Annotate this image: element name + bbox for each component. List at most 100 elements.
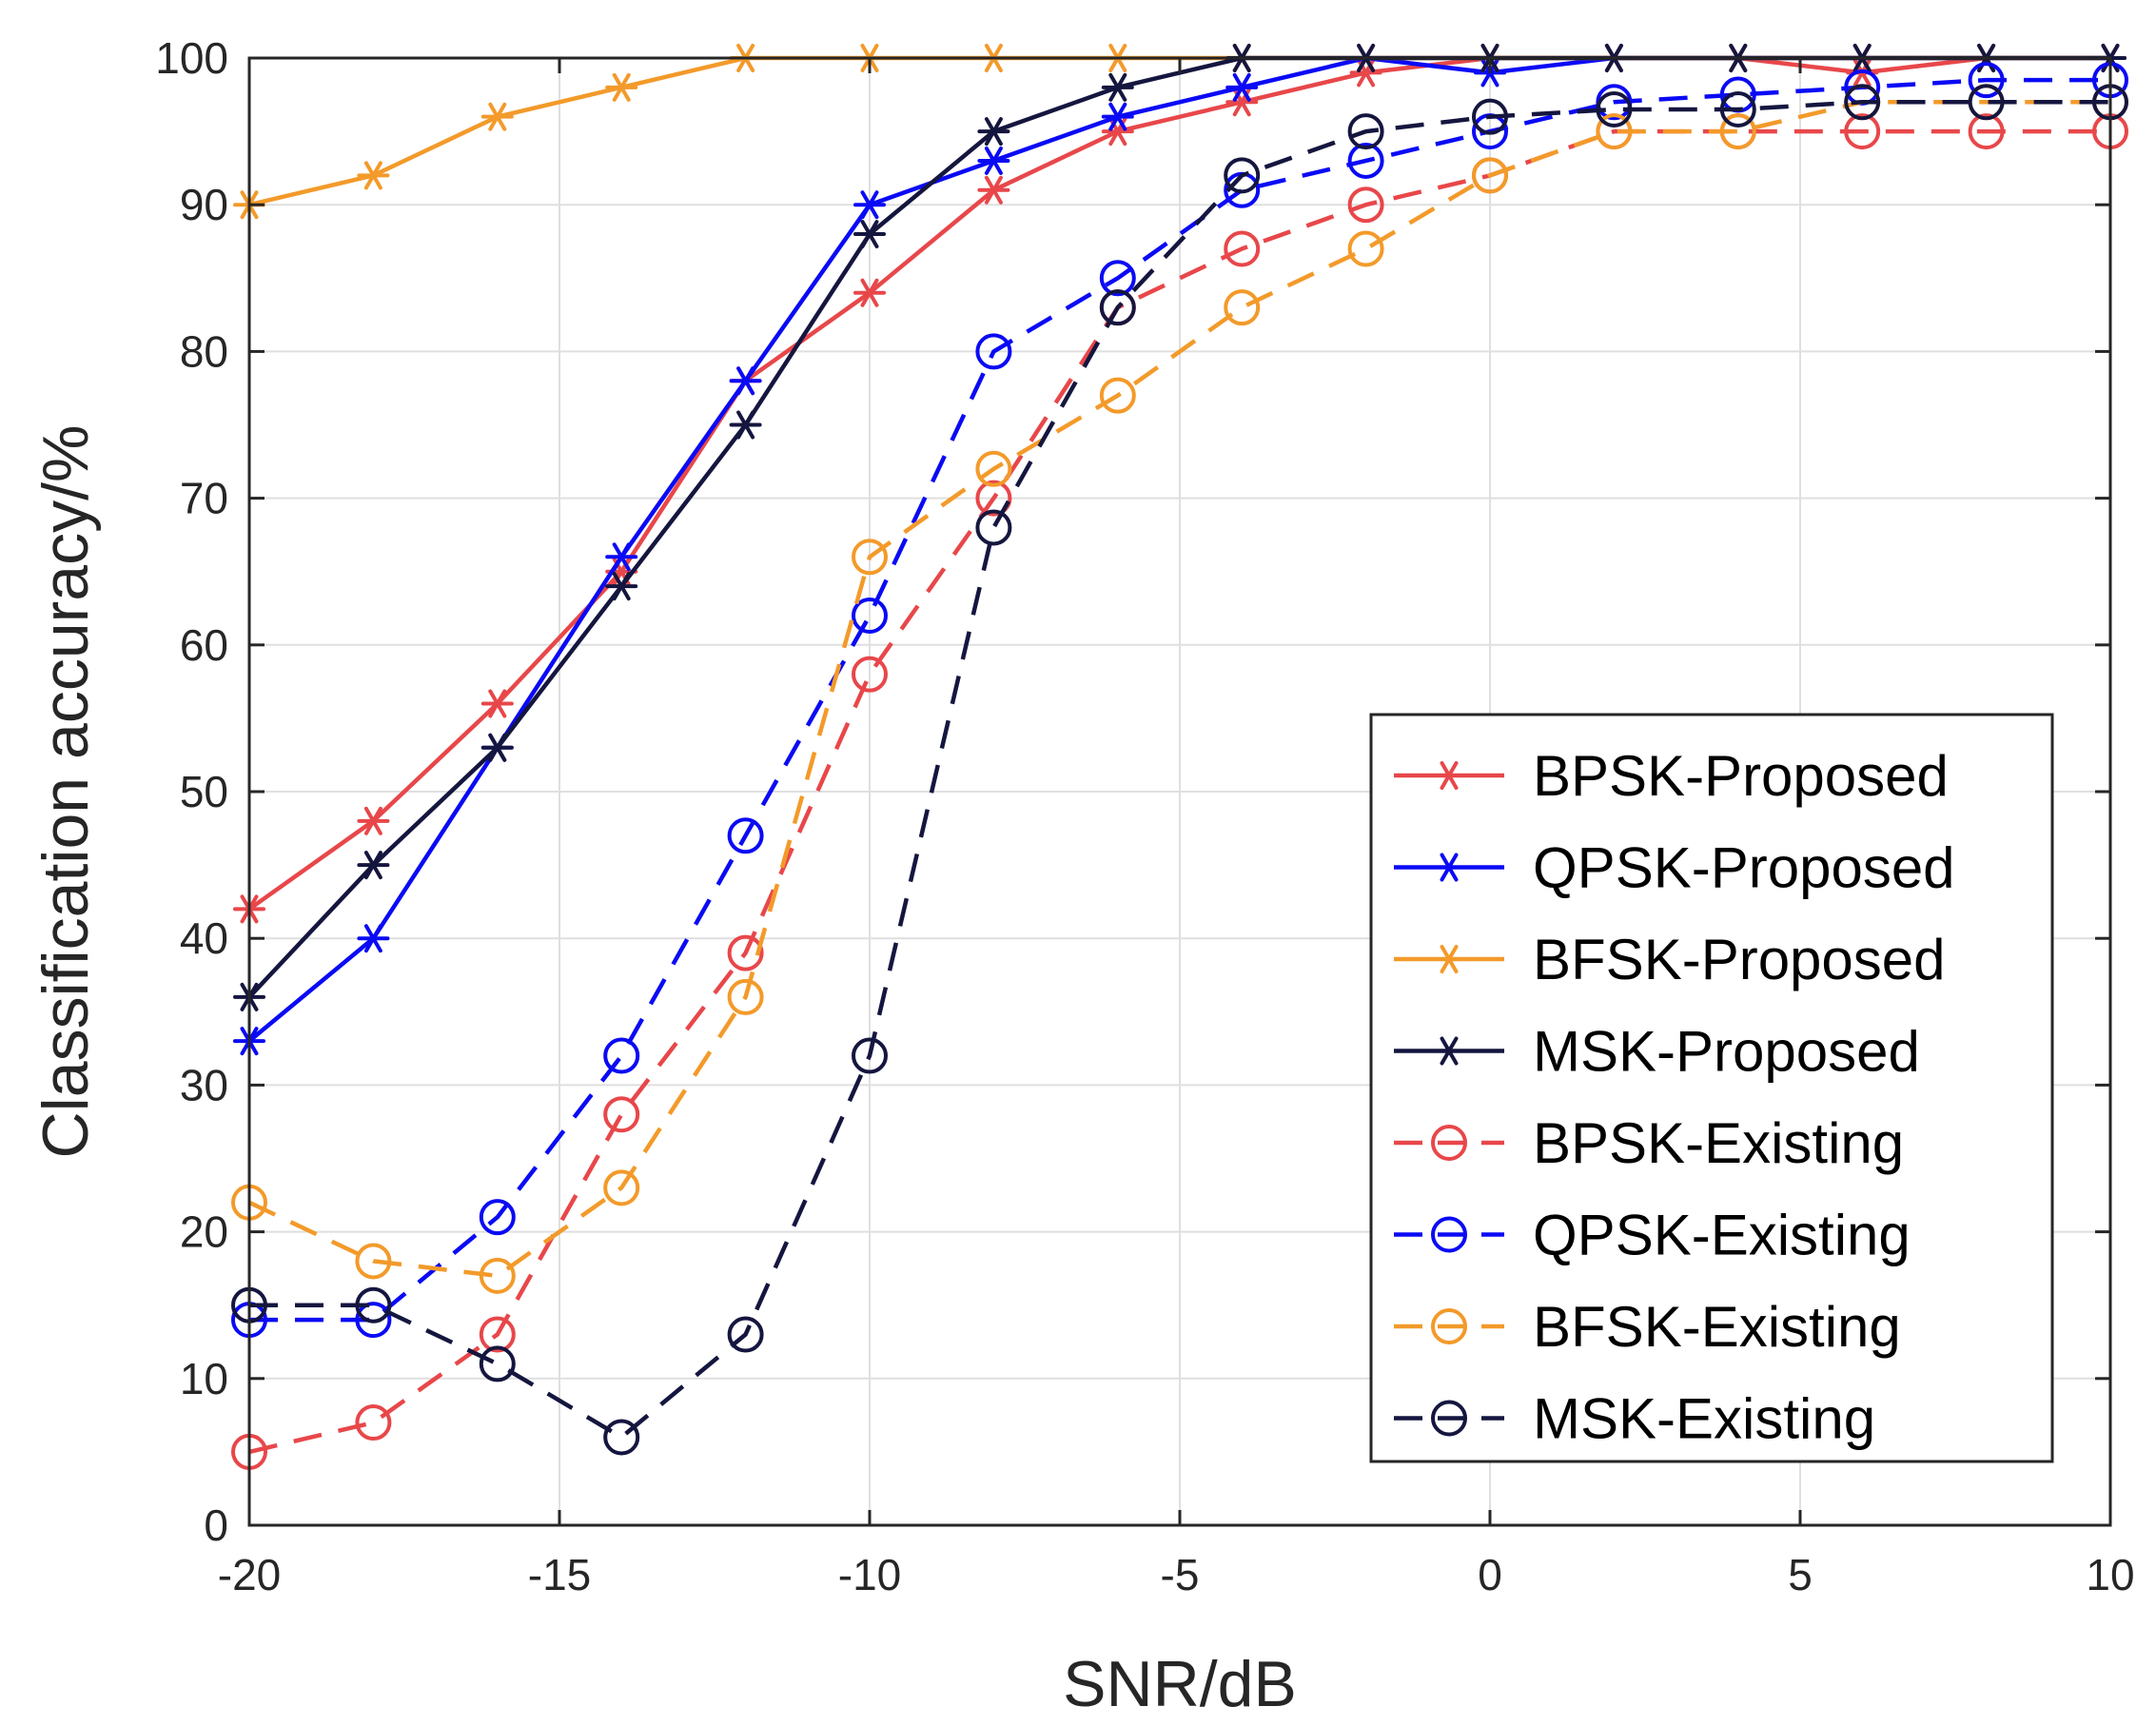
data-point-bfsk-existing — [975, 450, 1012, 487]
legend-marker-bfsk-existing — [1431, 1308, 1467, 1344]
data-point-msk-proposed — [480, 733, 514, 762]
series-bfsk-existing — [231, 84, 2128, 1294]
legend-label-msk-existing: MSK-Existing — [1533, 1387, 1875, 1451]
data-point-msk-existing — [355, 1286, 392, 1324]
data-point-bpsk-existing — [975, 480, 1012, 517]
data-point-bpsk-existing — [1347, 186, 1384, 224]
data-point-bfsk-proposed — [480, 102, 514, 131]
data-point-qpsk-proposed — [729, 366, 762, 396]
data-point-bpsk-existing — [479, 1316, 516, 1353]
legend-item-msk-existing: MSK-Existing — [1394, 1387, 1875, 1451]
asterisk-stroke — [860, 220, 879, 249]
y-tick-label: 0 — [204, 1500, 228, 1550]
data-point-qpsk-existing — [479, 1199, 516, 1236]
y-tick-label: 30 — [180, 1060, 228, 1109]
data-point-bfsk-existing — [1224, 289, 1261, 326]
legend-item-bfsk-existing: BFSK-Existing — [1394, 1295, 1901, 1359]
y-axis-title: Classification accuracy/% — [29, 425, 102, 1159]
x-tick-label: -20 — [218, 1550, 281, 1599]
asterisk-stroke — [612, 72, 631, 102]
legend-marker-bfsk-proposed — [1433, 945, 1465, 973]
data-point-qpsk-existing — [355, 1302, 392, 1339]
data-point-qpsk-existing — [975, 333, 1012, 370]
legend-label-bfsk-proposed: BFSK-Proposed — [1533, 928, 1946, 991]
x-tick-label: 5 — [1788, 1550, 1813, 1599]
data-point-qpsk-proposed — [1225, 72, 1259, 102]
data-point-msk-proposed — [853, 220, 886, 249]
legend-label-bpsk-existing: BPSK-Existing — [1533, 1111, 1904, 1175]
data-point-qpsk-existing — [1099, 260, 1136, 297]
axes — [247, 56, 2112, 1527]
asterisk-stroke — [363, 806, 382, 835]
asterisk-stroke — [984, 146, 1003, 175]
series-line-qpsk-existing — [249, 77, 2110, 1323]
data-point-msk-existing — [479, 1345, 516, 1383]
data-point-bpsk-existing — [727, 934, 764, 971]
data-point-msk-proposed — [357, 851, 390, 880]
y-tick-label: 70 — [180, 474, 228, 523]
data-point-msk-existing — [1844, 84, 1881, 121]
data-point-qpsk-proposed — [1101, 102, 1134, 131]
x-axis-title: SNR/dB — [1063, 1648, 1297, 1720]
asterisk-stroke — [1108, 72, 1127, 102]
legend-label-bpsk-proposed: BPSK-Proposed — [1533, 744, 1949, 808]
data-point-bfsk-existing — [603, 1169, 640, 1206]
asterisk-stroke — [612, 572, 631, 601]
x-tick-label: -10 — [838, 1550, 901, 1599]
x-tick-label: -15 — [528, 1550, 591, 1599]
data-point-qpsk-existing — [727, 817, 764, 854]
asterisk-stroke — [488, 733, 507, 762]
legend-label-qpsk-existing: QPSK-Existing — [1533, 1204, 1911, 1267]
data-point-bfsk-existing — [479, 1257, 516, 1294]
legend-label-bfsk-existing: BFSK-Existing — [1533, 1295, 1901, 1359]
data-point-bfsk-existing — [1719, 113, 1756, 150]
data-point-bpsk-existing — [852, 656, 888, 693]
data-point-msk-proposed — [1101, 72, 1134, 102]
asterisk-stroke — [488, 689, 507, 718]
asterisk-stroke — [1440, 853, 1459, 882]
asterisk-stroke — [984, 117, 1003, 147]
asterisk-stroke — [1440, 1036, 1459, 1066]
x-tick-label: 0 — [1478, 1550, 1502, 1599]
y-tick-label: 60 — [180, 620, 228, 670]
data-point-bpsk-proposed — [977, 175, 1010, 205]
data-point-bfsk-proposed — [357, 161, 390, 190]
data-point-msk-existing — [1347, 113, 1384, 150]
asterisk-stroke — [984, 175, 1003, 205]
data-point-qpsk-proposed — [357, 924, 390, 953]
data-point-bfsk-proposed — [605, 72, 638, 102]
asterisk-stroke — [736, 410, 755, 440]
data-point-qpsk-existing — [1347, 142, 1384, 179]
data-point-msk-proposed — [977, 117, 1010, 147]
data-point-msk-existing — [852, 1037, 888, 1074]
series-line-bfsk-existing — [248, 100, 2110, 1279]
data-point-bfsk-existing — [852, 539, 888, 576]
asterisk-stroke — [1108, 102, 1127, 131]
y-tick-label: 100 — [155, 33, 228, 83]
data-point-msk-existing — [1472, 98, 1508, 135]
data-point-bfsk-existing — [727, 978, 764, 1015]
data-point-qpsk-existing — [852, 597, 888, 634]
x-tick-label: -5 — [1161, 1550, 1200, 1599]
data-point-bpsk-proposed — [357, 806, 390, 835]
series-line-msk-existing — [249, 100, 2110, 1440]
legend-marker-qpsk-existing — [1431, 1216, 1467, 1253]
legend-item-qpsk-proposed: QPSK-Proposed — [1394, 836, 1955, 900]
series-line-bpsk-existing — [248, 128, 2110, 1455]
data-point-bpsk-existing — [1968, 113, 2005, 150]
asterisk-stroke — [736, 366, 755, 396]
x-tick-label: 10 — [2086, 1550, 2134, 1599]
data-point-msk-existing — [727, 1316, 764, 1353]
data-point-qpsk-proposed — [605, 542, 638, 572]
asterisk-stroke — [1440, 761, 1459, 790]
data-point-msk-existing — [603, 1419, 640, 1456]
legend-item-bpsk-proposed: BPSK-Proposed — [1394, 744, 1949, 808]
asterisk-stroke — [363, 924, 382, 953]
asterisk-stroke — [860, 190, 879, 220]
data-point-bpsk-existing — [355, 1404, 392, 1442]
data-point-bfsk-existing — [1347, 230, 1384, 267]
data-point-msk-existing — [1968, 84, 2005, 121]
y-tick-label: 40 — [180, 913, 228, 963]
